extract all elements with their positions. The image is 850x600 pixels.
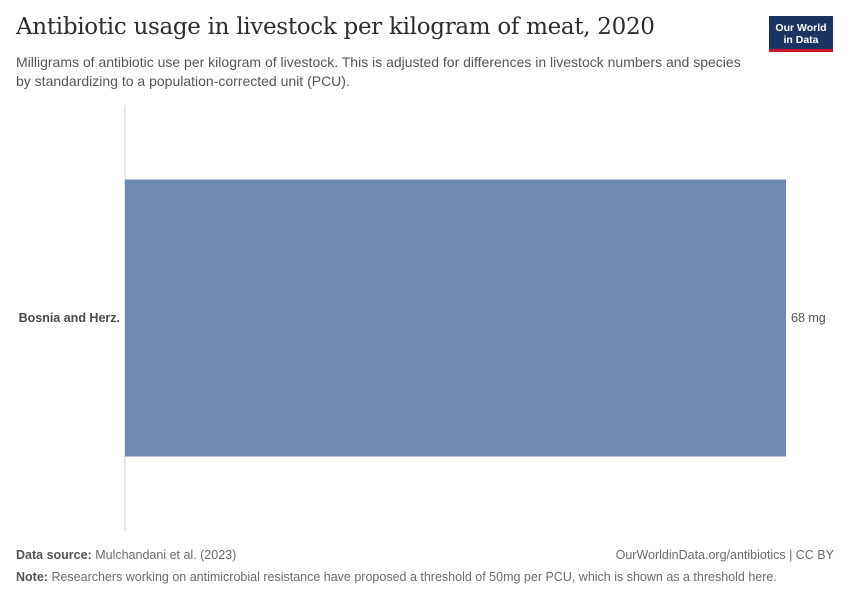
data-source-link[interactable]: Mulchandani et al. (2023) [95,548,237,562]
data-source-label: Data source: [16,548,92,562]
chart-title: Antibiotic usage in livestock per kilogr… [16,14,655,40]
note-label: Note: [16,570,48,584]
logo-line-2: in Data [783,33,819,46]
note-text: Researchers working on antimicrobial res… [51,570,777,584]
logo-line-1: Our World [775,21,827,34]
category-label: Bosnia and Herz. [19,311,120,325]
bar-chart: Bosnia and Herz. 68 mg [19,105,826,531]
chart-note: Note: Researchers working on antimicrobi… [16,570,777,584]
owid-logo[interactable]: Our World in Data [769,16,833,52]
value-label: 68 mg [791,311,826,325]
data-source: Data source: Mulchandani et al. (2023) [16,548,236,562]
chart-subtitle: Milligrams of antibiotic use per kilogra… [16,54,741,89]
source-url[interactable]: OurWorldinData.org/antibiotics | CC BY [615,548,834,562]
bars-group: Bosnia and Herz. 68 mg [19,179,826,457]
bar-bosnia-and-herz-[interactable] [125,179,786,457]
